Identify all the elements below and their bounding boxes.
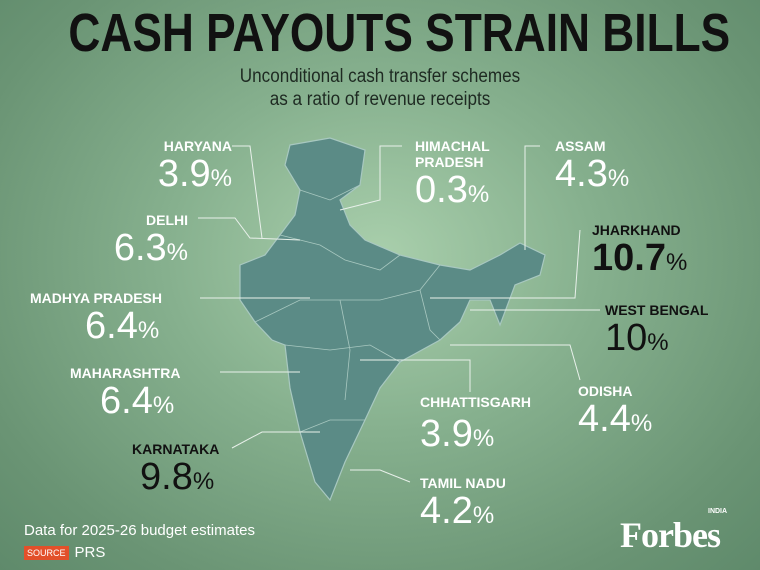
state-label-himachal-pradesh: HIMACHAL PRADESH 0.3% xyxy=(415,138,490,211)
state-label-assam: ASSAM 4.3% xyxy=(555,138,630,195)
state-label-odisha: ODISHA 4.4% xyxy=(578,383,653,440)
state-label-jharkhand: JHARKHAND 10.7% xyxy=(592,222,688,279)
source-badge: SOURCE xyxy=(24,545,69,560)
source-line: SOURCE PRS xyxy=(24,544,105,562)
forbes-logo: INDIA Forbes xyxy=(620,508,740,554)
leader-lines xyxy=(198,145,600,483)
page-title: CASH PAYOUTS STRAIN BILLS xyxy=(68,3,731,63)
source-name: PRS xyxy=(74,544,106,561)
state-label-haryana: HARYANA 3.9% xyxy=(157,138,232,195)
footnote: Data for 2025-26 budget estimates xyxy=(24,522,255,539)
state-label-karnataka: KARNATAKA 9.8% xyxy=(132,441,220,498)
logo-tag: INDIA xyxy=(708,508,728,515)
state-borders xyxy=(254,184,441,433)
state-label-chhattisgarh: CHHATTISGARH 3.9% xyxy=(420,394,531,455)
state-label-west-bengal: WEST BENGAL 10% xyxy=(605,302,709,359)
state-label-tamil-nadu: TAMIL NADU 4.2% xyxy=(420,475,506,532)
state-label-delhi: DELHI 6.3% xyxy=(113,212,188,269)
logo-word: Forbes xyxy=(620,515,721,555)
state-label-madhya-pradesh: MADHYA PRADESH 6.4% xyxy=(30,290,162,347)
state-label-maharashtra: MAHARASHTRA 6.4% xyxy=(70,365,181,422)
subtitle: Unconditional cash transfer schemes xyxy=(239,66,521,87)
subtitle: as a ratio of revenue receipts xyxy=(269,89,491,110)
